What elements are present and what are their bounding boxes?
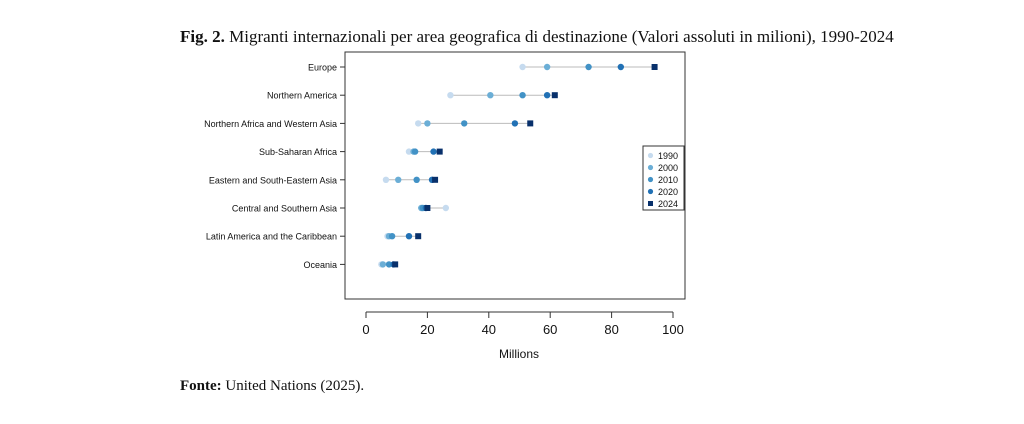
data-point-1990 [447, 92, 454, 99]
data-point-2024 [551, 92, 558, 99]
data-point-2024 [415, 233, 422, 240]
data-points [378, 63, 658, 268]
source-note: Fonte: United Nations (2025). [180, 378, 364, 395]
category-label: Sub-Saharan Africa [259, 147, 337, 157]
data-point-2024 [424, 205, 431, 211]
category-label: Europe [308, 63, 337, 73]
figure-title: Fig. 2. Migranti internazionali per area… [180, 27, 894, 47]
y-axis: Europe Northern America Northern Africa an… [204, 63, 345, 270]
source-text: United Nations (2025). [225, 378, 365, 394]
data-point-2020 [617, 63, 625, 71]
data-point-1990 [405, 148, 413, 155]
data-point-2010 [585, 63, 592, 71]
x-tick-label: 0 [362, 322, 369, 337]
source-label: Fonte: [180, 378, 222, 394]
category-label: Northern Africa and Western Asia [204, 119, 337, 129]
legend-label: 2000 [658, 163, 678, 173]
data-point-2010 [461, 120, 468, 127]
legend-marker-1990 [647, 152, 654, 159]
data-point-2020 [430, 148, 437, 155]
category-label: Central and Southern Asia [232, 204, 337, 214]
legend-label: 2010 [658, 175, 678, 185]
data-point-1990 [414, 120, 422, 127]
data-point-2000 [487, 92, 494, 99]
data-point-2000 [395, 176, 402, 183]
figure-label: Fig. 2. [180, 27, 225, 46]
connectors [381, 66, 655, 265]
legend-marker-2000 [647, 164, 654, 171]
legend-marker-2020 [647, 188, 654, 195]
x-axis: 0 20 40 60 80 100 [362, 311, 684, 337]
data-point-2024 [432, 176, 439, 183]
x-tick-label: 80 [604, 322, 618, 337]
data-point-2024 [436, 148, 443, 155]
legend-marker-2010 [647, 176, 654, 183]
data-point-1990 [442, 204, 450, 212]
data-point-2010 [388, 233, 396, 240]
legend: 1990 2000 2010 2020 2024 [642, 145, 685, 211]
data-point-2020 [511, 120, 519, 127]
data-point-2024 [392, 261, 399, 268]
data-point-2010 [411, 148, 419, 155]
plot-frame [344, 51, 686, 300]
data-point-2010 [519, 92, 526, 99]
data-point-2010 [413, 176, 420, 183]
x-axis-title: Millions [499, 347, 539, 361]
legend-label: 1990 [658, 151, 678, 161]
data-point-2010 [385, 261, 393, 268]
x-tick-label: 40 [482, 322, 496, 337]
data-point-2000 [543, 63, 551, 71]
x-tick-label: 20 [420, 322, 434, 337]
legend-label: 2024 [658, 199, 678, 209]
category-label: Northern America [267, 91, 337, 101]
figure-title-text: Migranti internazionali per area geograf… [229, 27, 894, 46]
data-point-2024 [651, 64, 658, 70]
category-label: Eastern and South-Eastern Asia [209, 175, 337, 185]
x-tick-label: 60 [543, 322, 557, 337]
data-point-2020 [543, 92, 551, 99]
category-label: Latin America and the Caribbean [206, 232, 337, 242]
data-point-2000 [379, 261, 387, 268]
legend-label: 2020 [658, 187, 678, 197]
data-point-2020 [405, 233, 413, 240]
category-label: Oceania [303, 260, 337, 270]
data-point-2024 [527, 120, 534, 127]
x-tick-label: 100 [662, 322, 684, 337]
legend-marker-2024 [648, 201, 653, 206]
data-point-2000 [424, 120, 431, 127]
data-point-1990 [519, 63, 526, 71]
data-point-1990 [382, 176, 390, 183]
